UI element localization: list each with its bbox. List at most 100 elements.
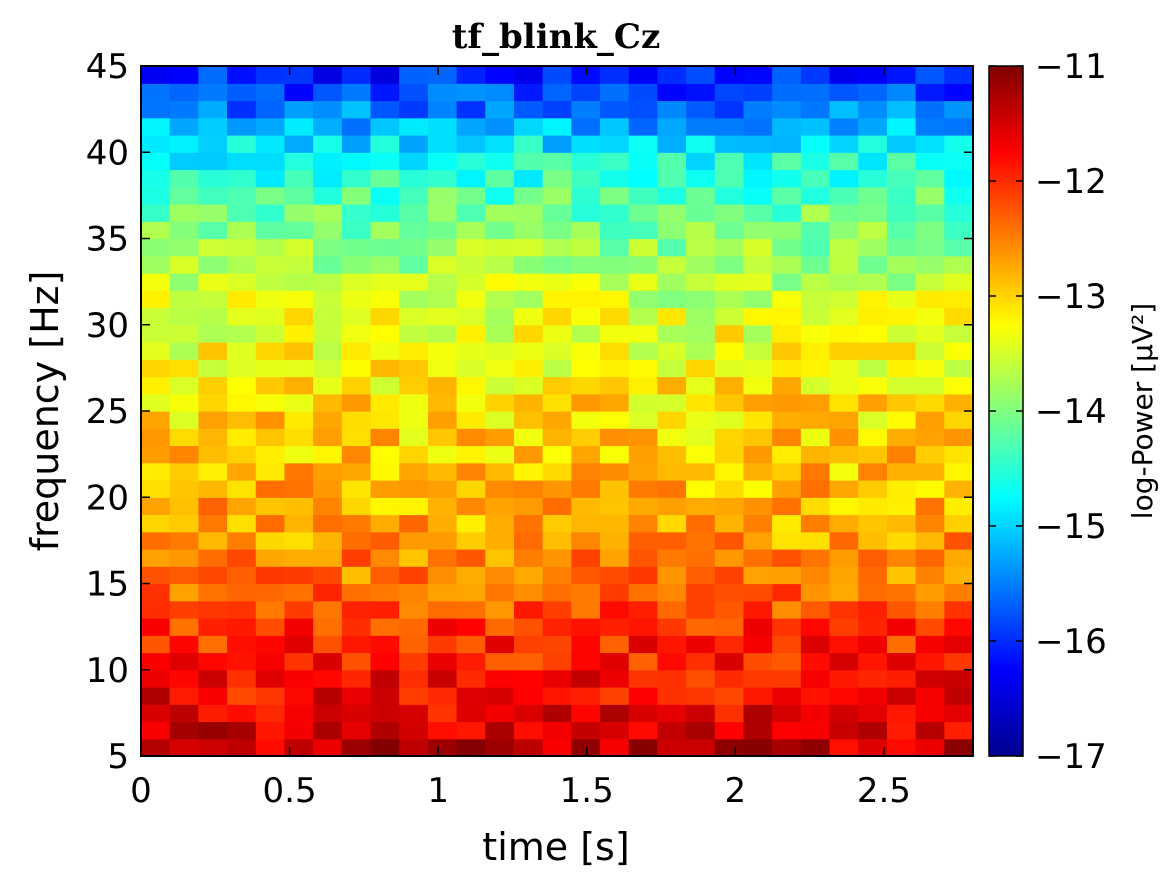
- heatmap-cell: [542, 117, 572, 136]
- heatmap-cell: [714, 583, 745, 602]
- heatmap-cell: [686, 635, 716, 654]
- heatmap-cell: [743, 514, 773, 533]
- heatmap-cell: [284, 462, 314, 481]
- heatmap-cell: [915, 376, 945, 395]
- heatmap-cell: [198, 238, 228, 257]
- heatmap-cell: [399, 186, 429, 205]
- heatmap-cell: [427, 83, 458, 102]
- heatmap-cell: [858, 600, 888, 619]
- heatmap-cell: [456, 169, 486, 188]
- heatmap-cell: [227, 669, 257, 688]
- heatmap-cell: [399, 393, 429, 412]
- heatmap-cell: [198, 393, 228, 412]
- heatmap-cell: [915, 393, 945, 412]
- heatmap-cell: [227, 462, 257, 481]
- heatmap-cell: [313, 549, 343, 567]
- heatmap-cell: [686, 135, 716, 153]
- heatmap-cell: [513, 531, 544, 550]
- heatmap-cell: [513, 290, 544, 309]
- heatmap-cell: [800, 480, 831, 498]
- heatmap-cell: [571, 273, 601, 291]
- heatmap-cell: [141, 600, 171, 619]
- heatmap-cell: [370, 428, 400, 447]
- heatmap-cell: [714, 738, 745, 757]
- heatmap-cell: [198, 411, 228, 429]
- heatmap-cell: [628, 428, 659, 447]
- heatmap-cell: [341, 324, 372, 343]
- heatmap-cell: [513, 359, 544, 378]
- heatmap-cell: [686, 66, 716, 84]
- heatmap-cell: [284, 359, 314, 378]
- heatmap-cell: [944, 600, 974, 619]
- heatmap-cell: [513, 738, 544, 757]
- heatmap-cell: [800, 359, 831, 378]
- heatmap-cell: [571, 117, 601, 136]
- heatmap-cell: [571, 152, 601, 171]
- heatmap-cell: [858, 135, 888, 153]
- heatmap-cell: [341, 169, 372, 188]
- heatmap-cell: [542, 669, 572, 688]
- heatmap-cell: [800, 618, 831, 636]
- heatmap-cell: [800, 445, 831, 464]
- heatmap-cell: [657, 290, 687, 309]
- heatmap-cell: [456, 117, 486, 136]
- heatmap-cell: [600, 635, 630, 654]
- heatmap-cell: [944, 514, 974, 533]
- heatmap-cell: [628, 117, 659, 136]
- heatmap-cell: [198, 307, 228, 326]
- heatmap-cell: [772, 117, 802, 136]
- heatmap-cell: [227, 480, 257, 498]
- heatmap-cell: [743, 669, 773, 688]
- heatmap-cell: [485, 480, 515, 498]
- heatmap-cell: [686, 238, 716, 257]
- heatmap-cell: [141, 738, 171, 757]
- heatmap-cell: [284, 66, 314, 84]
- heatmap-cell: [227, 255, 257, 274]
- heatmap-cell: [313, 66, 343, 84]
- heatmap-cell: [944, 669, 974, 688]
- heatmap-cell: [141, 669, 171, 688]
- heatmap-cell: [227, 169, 257, 188]
- heatmap-cell: [886, 169, 917, 188]
- heatmap-cell: [456, 83, 486, 102]
- heatmap-cell: [571, 135, 601, 153]
- heatmap-cell: [485, 721, 515, 740]
- heatmap-cell: [772, 324, 802, 343]
- heatmap-cell: [657, 669, 687, 688]
- heatmap-cell: [686, 738, 716, 757]
- heatmap-cell: [542, 204, 572, 222]
- heatmap-cell: [829, 618, 859, 636]
- heatmap-cell: [198, 514, 228, 533]
- heatmap-cell: [427, 462, 458, 481]
- heatmap-cell: [829, 273, 859, 291]
- colorbar-tick-label: −11: [1035, 47, 1107, 87]
- heatmap-cell: [915, 186, 945, 205]
- heatmap-cell: [915, 635, 945, 654]
- heatmap-cell: [513, 618, 544, 636]
- heatmap-cell: [427, 117, 458, 136]
- heatmap-cell: [141, 100, 171, 119]
- heatmap-cell: [198, 100, 228, 119]
- heatmap-cell: [600, 618, 630, 636]
- heatmap-cell: [399, 100, 429, 119]
- heatmap-cell: [944, 428, 974, 447]
- heatmap-cell: [485, 376, 515, 395]
- heatmap-cell: [341, 117, 372, 136]
- heatmap-cell: [141, 186, 171, 205]
- heatmap-cell: [542, 238, 572, 257]
- heatmap-cell: [944, 169, 974, 188]
- heatmap-cell: [686, 721, 716, 740]
- heatmap-cell: [772, 721, 802, 740]
- heatmap-cell: [341, 618, 372, 636]
- heatmap-cell: [427, 721, 458, 740]
- heatmap-cell: [370, 66, 400, 84]
- heatmap-cell: [370, 307, 400, 326]
- heatmap-cell: [858, 583, 888, 602]
- heatmap-cell: [255, 480, 286, 498]
- heatmap-cell: [341, 204, 372, 222]
- heatmap-cell: [513, 273, 544, 291]
- heatmap-cell: [829, 152, 859, 171]
- heatmap-cell: [513, 566, 544, 585]
- heatmap-cell: [399, 83, 429, 102]
